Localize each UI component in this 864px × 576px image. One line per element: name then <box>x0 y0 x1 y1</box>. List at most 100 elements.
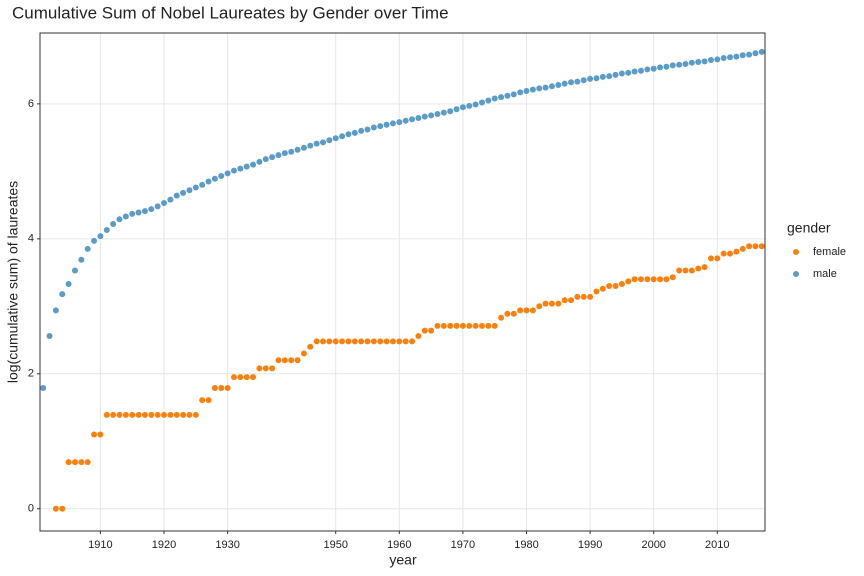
point <box>504 92 511 99</box>
point <box>218 173 225 180</box>
point <box>237 165 244 172</box>
point <box>459 322 466 329</box>
point <box>625 278 632 285</box>
point <box>402 117 409 124</box>
point <box>612 71 619 78</box>
point <box>574 78 581 85</box>
point <box>389 338 396 345</box>
point <box>383 338 390 345</box>
point <box>358 127 365 134</box>
point <box>644 66 651 73</box>
point <box>752 243 759 250</box>
point <box>612 283 619 290</box>
point <box>631 276 638 283</box>
point <box>428 112 435 119</box>
point <box>52 505 59 512</box>
point <box>173 411 180 418</box>
point <box>758 243 765 250</box>
point <box>313 338 320 345</box>
point <box>587 293 594 300</box>
point <box>593 288 600 295</box>
point <box>746 243 753 250</box>
point <box>345 338 352 345</box>
point <box>364 338 371 345</box>
point <box>472 101 479 108</box>
point <box>555 81 562 88</box>
point <box>669 274 676 281</box>
point <box>714 255 721 262</box>
point <box>230 167 237 174</box>
point <box>669 62 676 69</box>
point <box>256 158 263 165</box>
point <box>358 338 365 345</box>
point <box>294 357 301 364</box>
point <box>714 56 721 63</box>
x-tick-label: 1980 <box>514 539 538 551</box>
point <box>402 338 409 345</box>
point <box>688 59 695 66</box>
point <box>606 73 613 80</box>
point <box>345 131 352 138</box>
point <box>682 61 689 68</box>
point <box>135 209 142 216</box>
point <box>154 411 161 418</box>
point <box>637 67 644 74</box>
y-tick-label: 4 <box>28 233 34 245</box>
point <box>313 140 320 147</box>
legend-label: female <box>813 246 846 258</box>
point <box>97 431 104 438</box>
point <box>141 208 148 215</box>
point <box>727 54 734 61</box>
point <box>478 322 485 329</box>
point <box>733 248 740 255</box>
point <box>529 86 536 93</box>
point <box>542 300 549 307</box>
point <box>466 102 473 109</box>
point <box>459 104 466 111</box>
point <box>561 297 568 304</box>
point <box>224 170 231 177</box>
point <box>300 144 307 151</box>
point <box>205 397 212 404</box>
point <box>71 459 78 466</box>
point <box>498 94 505 101</box>
point <box>326 338 333 345</box>
x-axis-label: year <box>389 552 417 568</box>
point <box>161 200 168 207</box>
point <box>339 133 346 140</box>
point <box>167 411 174 418</box>
point <box>269 365 276 372</box>
point <box>396 338 403 345</box>
point <box>688 267 695 274</box>
point <box>65 459 72 466</box>
x-tick-label: 2010 <box>705 539 729 551</box>
point <box>154 203 161 210</box>
point <box>663 63 670 70</box>
point <box>199 181 206 188</box>
point <box>707 255 714 262</box>
point <box>491 95 498 102</box>
point <box>580 77 587 84</box>
point <box>148 206 155 213</box>
point <box>275 357 282 364</box>
y-tick-label: 0 <box>28 503 34 515</box>
point <box>351 338 358 345</box>
point <box>288 357 295 364</box>
point <box>409 116 416 123</box>
point <box>122 213 129 220</box>
point <box>59 291 66 298</box>
point <box>517 89 524 96</box>
point <box>657 276 664 283</box>
y-tick-label: 6 <box>28 98 34 110</box>
point <box>618 70 625 77</box>
point <box>262 156 269 163</box>
x-tick-label: 1990 <box>578 539 602 551</box>
point <box>485 97 492 104</box>
point <box>727 250 734 257</box>
point <box>752 50 759 57</box>
chart-title: Cumulative Sum of Nobel Laureates by Gen… <box>12 3 449 22</box>
point <box>141 411 148 418</box>
point <box>161 411 168 418</box>
point <box>377 338 384 345</box>
point <box>364 126 371 133</box>
